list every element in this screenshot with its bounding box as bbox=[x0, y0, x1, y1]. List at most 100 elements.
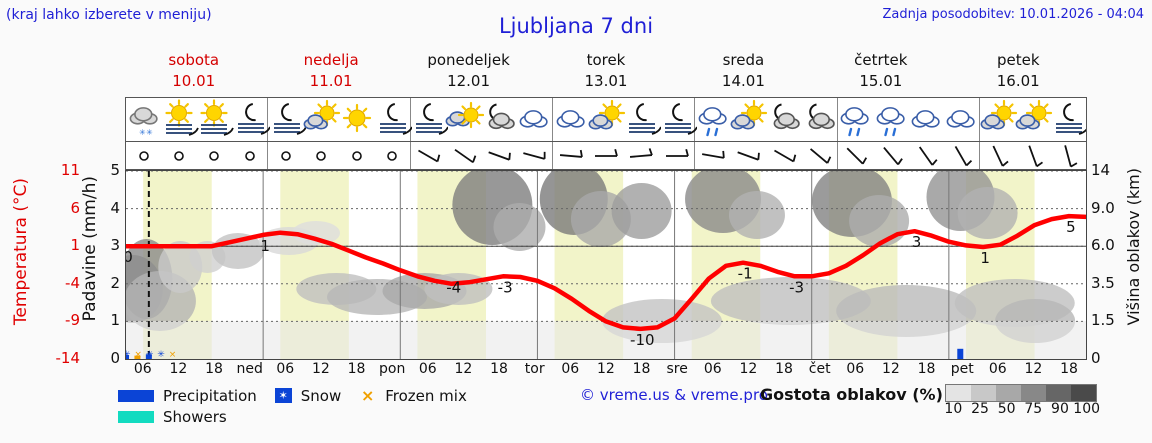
precipitation-legend: Precipitation ✶ Snow × Frozen mix Shower… bbox=[118, 385, 588, 427]
precipitation-tick: 2 bbox=[110, 273, 120, 292]
weather-icon-cloud-rain bbox=[873, 98, 908, 141]
wind-barb bbox=[304, 142, 339, 169]
precipitation-bar bbox=[145, 354, 152, 359]
wind-barb bbox=[553, 142, 588, 169]
temperature-tick: -9 bbox=[65, 311, 80, 330]
x-axis-label: 12 bbox=[1024, 361, 1043, 377]
weather-icon-sun-cloud bbox=[303, 98, 341, 141]
x-axis-label: 12 bbox=[454, 361, 473, 377]
cloud-height-tick: 1.5 bbox=[1091, 311, 1115, 330]
page-title: Ljubljana 7 dni bbox=[498, 14, 654, 38]
x-axis-label: 18 bbox=[347, 361, 366, 377]
temperature-label: -3 bbox=[498, 278, 513, 296]
temperature-tick: -4 bbox=[65, 273, 80, 292]
cloud-density-blob bbox=[849, 195, 910, 247]
legend-item-precipitation: Precipitation bbox=[118, 387, 257, 405]
cloud-density-step bbox=[1046, 385, 1071, 401]
wind-barb bbox=[517, 142, 553, 169]
x-axis-label: 18 bbox=[775, 361, 793, 377]
cloud-density-blob bbox=[493, 203, 546, 251]
temperature-label: -10 bbox=[630, 331, 655, 349]
svg-text:✳: ✳ bbox=[146, 128, 153, 137]
weather-icon-cloud-rain bbox=[838, 98, 873, 141]
legend-label-showers: Showers bbox=[163, 407, 227, 426]
day-date: 12.01 bbox=[447, 72, 491, 90]
precip-type-marker: ✳ bbox=[146, 350, 154, 359]
weather-icon-cloud bbox=[944, 98, 980, 141]
weather-icon-cloud-rain bbox=[695, 98, 730, 141]
x-axis-label: 12 bbox=[312, 361, 330, 377]
wind-barb bbox=[659, 142, 696, 169]
x-axis-label: 18 bbox=[490, 361, 508, 377]
last-update-label: Zadnja posodobitev: 10.01.2026 - 04:04 bbox=[882, 7, 1144, 22]
cloud-density-legend-title: Gostota oblakov (%) bbox=[760, 385, 943, 404]
x-axis-label: pon bbox=[379, 361, 406, 377]
wind-barb bbox=[695, 142, 730, 169]
wind-barb bbox=[232, 142, 269, 169]
wind-barb bbox=[1015, 142, 1050, 169]
weather-icon-sun-cloud bbox=[980, 98, 1017, 141]
x-axis-label: 12 bbox=[169, 361, 188, 377]
temperature-label: 0 bbox=[126, 248, 133, 266]
meteogram-plot: ✳×✳✳×01-4-3-10-1-331535464 bbox=[125, 170, 1087, 360]
legend-label-frozen-mix: Frozen mix bbox=[385, 386, 467, 405]
weather-icon-moon-cloud bbox=[481, 98, 516, 141]
x-axis-label: ned bbox=[236, 361, 263, 377]
weather-icon-sun-cloud bbox=[1015, 98, 1052, 141]
day-name: sreda bbox=[722, 51, 765, 69]
wind-barb bbox=[873, 142, 908, 169]
day-header-petek: petek 16.01 bbox=[950, 50, 1087, 95]
cloud-density-blob bbox=[710, 277, 871, 325]
cloud-height-tick: 6.0 bbox=[1091, 236, 1115, 255]
cloud-density-blob bbox=[291, 221, 340, 245]
day-header-četrtek: četrtek 15.01 bbox=[812, 50, 949, 95]
day-name: torek bbox=[586, 51, 626, 69]
wind-barb bbox=[446, 142, 481, 169]
wind-barb bbox=[197, 142, 232, 169]
x-axis-label: 18 bbox=[917, 361, 936, 377]
wind-barb bbox=[980, 142, 1015, 169]
wind-barb bbox=[766, 142, 801, 169]
day-name: četrtek bbox=[854, 51, 908, 69]
weather-icon-moon-wind bbox=[1051, 98, 1086, 141]
precipitation-bar bbox=[957, 348, 964, 359]
cloud-density-step-label: 90 bbox=[1051, 401, 1069, 417]
precipitation-tick: 4 bbox=[110, 198, 120, 217]
temperature-label: -4 bbox=[446, 278, 461, 296]
weather-icon-moon-wind bbox=[411, 98, 449, 141]
weather-icon-cloud bbox=[553, 98, 588, 141]
weather-icon-moon-wind bbox=[624, 98, 662, 141]
cloud-height-tick: 9.0 bbox=[1091, 198, 1115, 217]
weather-icon-sun-cloud bbox=[730, 98, 768, 141]
x-axis-label: 06 bbox=[703, 361, 722, 377]
weather-icon-moon-cloud bbox=[766, 98, 801, 141]
temperature-label: 1 bbox=[980, 249, 990, 267]
day-name: petek bbox=[996, 51, 1040, 69]
wind-barb bbox=[481, 142, 516, 169]
credit-link[interactable]: © vreme.us & vreme.pro bbox=[580, 386, 768, 404]
day-name: nedelja bbox=[303, 51, 359, 69]
temperature-label: 5 bbox=[1066, 218, 1076, 236]
day-date: 11.01 bbox=[309, 72, 353, 90]
wind-barb bbox=[944, 142, 980, 169]
precipitation-swatch bbox=[118, 389, 154, 402]
day-date: 13.01 bbox=[584, 72, 628, 90]
temperature-tick: 11 bbox=[60, 161, 80, 179]
location-menu-note: (kraj lahko izberete v meniju) bbox=[6, 7, 212, 23]
day-date: 15.01 bbox=[859, 72, 903, 90]
temperature-axis-title: Temperatura (°C) bbox=[11, 178, 31, 326]
temperature-tick: -14 bbox=[55, 349, 81, 367]
legend-label-snow: Snow bbox=[300, 386, 342, 405]
wind-barb bbox=[268, 142, 303, 169]
temperature-line bbox=[126, 213, 1086, 332]
weather-icon-moon-wind bbox=[232, 98, 270, 141]
x-axis-label: 06 bbox=[561, 361, 580, 377]
cloud-density-blob bbox=[611, 183, 672, 239]
cloud-density-step-label: 100 bbox=[1073, 401, 1101, 417]
day-date: 16.01 bbox=[996, 72, 1040, 90]
wind-barb bbox=[339, 142, 374, 169]
day-date: 14.01 bbox=[721, 72, 765, 90]
wind-barb bbox=[801, 142, 838, 169]
precipitation-axis-title: Padavine (mm/h) bbox=[80, 176, 100, 322]
x-axis-label: 12 bbox=[882, 361, 900, 377]
